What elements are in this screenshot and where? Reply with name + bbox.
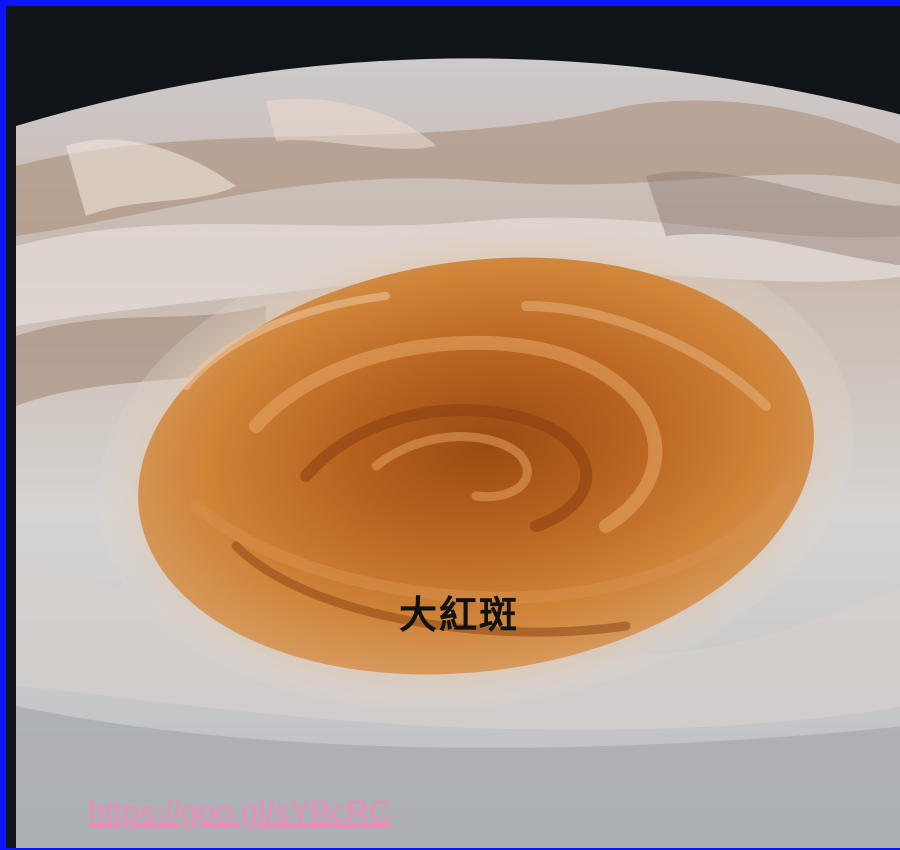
cloud-bands <box>16 58 900 848</box>
source-link[interactable]: https://goo.gl/sYBcRC <box>88 794 392 829</box>
jupiter-photo <box>16 58 900 848</box>
spot-caption: 大紅斑 <box>399 593 520 637</box>
